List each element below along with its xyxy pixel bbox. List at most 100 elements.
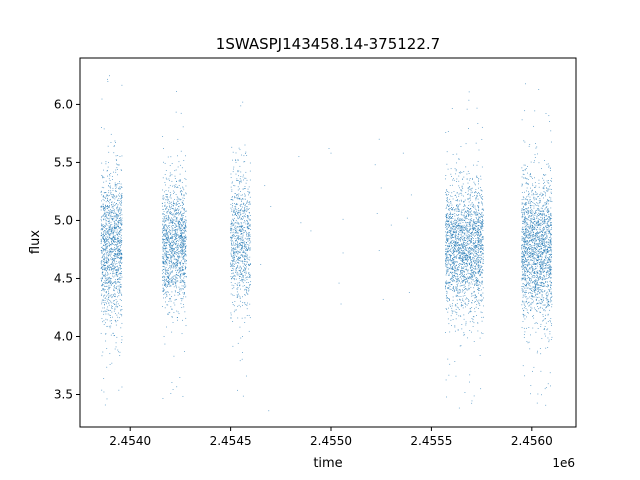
data-point	[233, 251, 235, 253]
data-point	[245, 273, 247, 274]
data-point	[175, 291, 176, 293]
data-point	[478, 221, 480, 223]
data-point	[121, 315, 123, 317]
data-point	[449, 299, 450, 301]
data-point	[233, 166, 235, 168]
data-point	[445, 225, 447, 226]
data-point	[172, 214, 174, 216]
data-point	[166, 229, 167, 231]
data-point	[474, 228, 476, 229]
data-point	[461, 185, 463, 187]
data-point	[174, 226, 176, 228]
data-point	[182, 202, 184, 204]
data-point	[115, 142, 116, 143]
data-point	[478, 284, 480, 285]
data-point	[450, 289, 452, 290]
data-point	[479, 355, 481, 356]
data-point	[459, 231, 461, 233]
data-point	[463, 256, 465, 258]
data-point	[103, 196, 105, 198]
data-point	[462, 232, 464, 233]
data-point	[118, 238, 119, 240]
data-point	[112, 197, 114, 199]
data-point	[470, 188, 472, 190]
data-point	[111, 230, 113, 232]
data-point	[478, 179, 479, 181]
data-point	[233, 257, 235, 259]
data-point	[102, 299, 104, 301]
data-point	[109, 281, 111, 283]
data-point	[120, 274, 122, 276]
data-point	[249, 191, 251, 193]
data-point	[111, 238, 113, 240]
data-point	[175, 259, 177, 261]
data-point	[245, 223, 247, 225]
data-point	[120, 284, 122, 286]
data-point	[120, 279, 122, 280]
data-point	[166, 294, 168, 296]
data-point	[446, 253, 448, 255]
data-point	[445, 257, 447, 259]
data-point	[243, 269, 245, 270]
data-point	[446, 283, 448, 285]
data-point	[185, 234, 186, 236]
data-point	[172, 248, 173, 249]
data-point	[171, 222, 173, 224]
data-point	[110, 258, 112, 260]
data-point	[462, 307, 464, 309]
data-point	[182, 197, 184, 199]
data-point	[175, 169, 177, 171]
data-point	[240, 222, 242, 224]
data-point	[469, 179, 471, 181]
data-point	[167, 257, 168, 259]
data-point	[477, 193, 478, 195]
data-point	[474, 191, 476, 193]
data-point	[162, 398, 164, 399]
data-point	[109, 182, 110, 184]
data-point	[178, 275, 180, 277]
data-point	[113, 220, 115, 222]
data-point	[163, 262, 165, 264]
data-point	[242, 279, 244, 281]
data-point	[234, 309, 236, 311]
data-point	[119, 230, 121, 232]
data-point	[240, 274, 242, 275]
data-point	[236, 261, 238, 263]
data-point	[245, 263, 247, 265]
data-point	[234, 193, 236, 194]
data-point	[169, 211, 170, 213]
data-point	[110, 264, 112, 265]
data-point	[185, 225, 187, 227]
data-point	[249, 170, 251, 172]
data-point	[454, 222, 456, 224]
data-point	[474, 262, 475, 264]
data-point	[174, 283, 176, 285]
data-point	[466, 207, 468, 208]
data-point	[456, 215, 458, 216]
data-point	[446, 282, 448, 284]
data-point	[459, 257, 461, 259]
data-point	[117, 271, 118, 273]
data-point	[169, 218, 171, 220]
data-point	[231, 222, 233, 223]
data-point	[184, 272, 186, 274]
data-point	[455, 173, 457, 175]
data-point	[447, 301, 449, 302]
data-point	[165, 224, 167, 226]
data-point	[243, 243, 245, 244]
data-point	[479, 247, 481, 249]
data-point	[454, 330, 456, 332]
data-point	[247, 254, 248, 256]
data-point	[178, 220, 180, 222]
data-point	[178, 211, 179, 213]
data-point	[108, 245, 110, 247]
data-point	[474, 277, 476, 279]
data-point	[182, 249, 184, 251]
data-point	[109, 249, 110, 251]
data-point	[458, 257, 460, 259]
data-point	[103, 275, 104, 277]
data-point	[183, 280, 185, 282]
data-point	[454, 271, 456, 273]
data-point	[173, 216, 175, 218]
data-point	[117, 250, 119, 252]
